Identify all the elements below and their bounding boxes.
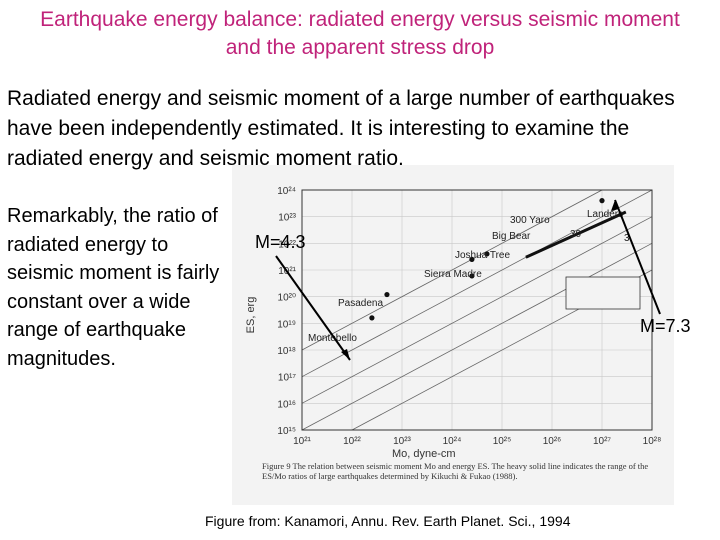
y-tick-label: 10¹⁸ [277, 346, 296, 357]
figure-source-caption: Figure from: Kanamori, Annu. Rev. Earth … [205, 513, 571, 529]
y-tick-label: 10¹⁷ [278, 373, 296, 384]
kikuchi-label-box [565, 276, 641, 310]
event-label: Big Bear [492, 231, 531, 242]
y-axis-label: ES, erg [245, 297, 257, 334]
slide-title: Earthquake energy balance: radiated ener… [40, 8, 680, 59]
scanned-figure: 10²⁴ 10²³ 10²² 10²¹ 10²⁰ 10¹⁹ 10¹⁸ 10¹⁷ 10¹⁶ 10¹⁵… [232, 165, 674, 505]
x-axis-label: Mo, dyne-cm [392, 448, 456, 460]
y-tick-label: 10¹⁶ [277, 399, 296, 410]
event-label: Montebello [308, 333, 357, 344]
y-tick-label: 10¹⁵ [277, 426, 296, 437]
data-point [484, 251, 490, 257]
annotation-m-4-3: M=4.3 [255, 232, 306, 252]
y-tick-label: 10¹⁹ [277, 319, 296, 330]
x-tick-labels: 10²¹ 10²² 10²³ 10²⁴ 10²⁵ 10²⁶ 10²⁷ 10²⁸ [293, 436, 661, 447]
x-tick-label: 10²¹ [293, 436, 311, 447]
event-label: Joshua Tree [455, 250, 510, 261]
plot-mask [232, 165, 674, 505]
event-label: Pasadena [338, 298, 383, 309]
x-tick-label: 10²⁶ [543, 436, 562, 447]
x-tick-label: 10²² [343, 436, 361, 447]
y-tick-label: 10²⁴ [277, 186, 296, 197]
mask-top [232, 165, 674, 190]
x-tick-label: 10²³ [393, 436, 411, 447]
ratio-line [301, 165, 650, 351]
x-tick-label: 10²⁸ [643, 436, 662, 447]
data-points [369, 198, 627, 321]
ratio-line [301, 242, 653, 431]
y-tick-label: 10²³ [278, 213, 296, 224]
y-tick-label: 10²⁰ [278, 293, 296, 304]
data-point [369, 315, 375, 321]
x-tick-label: 10²⁴ [443, 436, 462, 447]
data-point [599, 198, 605, 204]
ratio-line [301, 216, 653, 404]
ratio-line [301, 189, 653, 378]
event-label: 3 [624, 233, 630, 244]
kikuchi-range-line [525, 210, 627, 259]
event-label: 30 [570, 229, 582, 240]
mask-bottom [232, 430, 674, 505]
y-tick-label: 10²² [278, 239, 296, 250]
x-tick-label: 10²⁵ [493, 436, 512, 447]
y-tick-label: 10²¹ [278, 266, 296, 277]
energy-moment-chart: 10²⁴ 10²³ 10²² 10²¹ 10²⁰ 10¹⁹ 10¹⁸ 10¹⁷ 10¹⁶ 10¹⁵… [232, 165, 674, 505]
event-label: Landers [587, 209, 623, 220]
event-label: Sierra Madre [424, 269, 482, 280]
event-labels: Landers 300 Yaro 30 3 Big Bear Joshua Tree Sie… [308, 209, 630, 344]
data-point [469, 273, 475, 279]
figure-caption-text: Figure 9 The relation between seismic mo… [262, 461, 649, 481]
x-tick-label: 10²⁷ [593, 436, 611, 447]
intro-paragraph: Radiated energy and seismic moment of a … [7, 87, 675, 170]
data-point [384, 291, 390, 298]
data-point [469, 256, 475, 262]
event-label: 300 Yaro [510, 215, 550, 226]
side-paragraph: Remarkably, the ratio of radiated energy… [7, 205, 220, 370]
annotation-m-7-3: M=7.3 [640, 316, 691, 336]
